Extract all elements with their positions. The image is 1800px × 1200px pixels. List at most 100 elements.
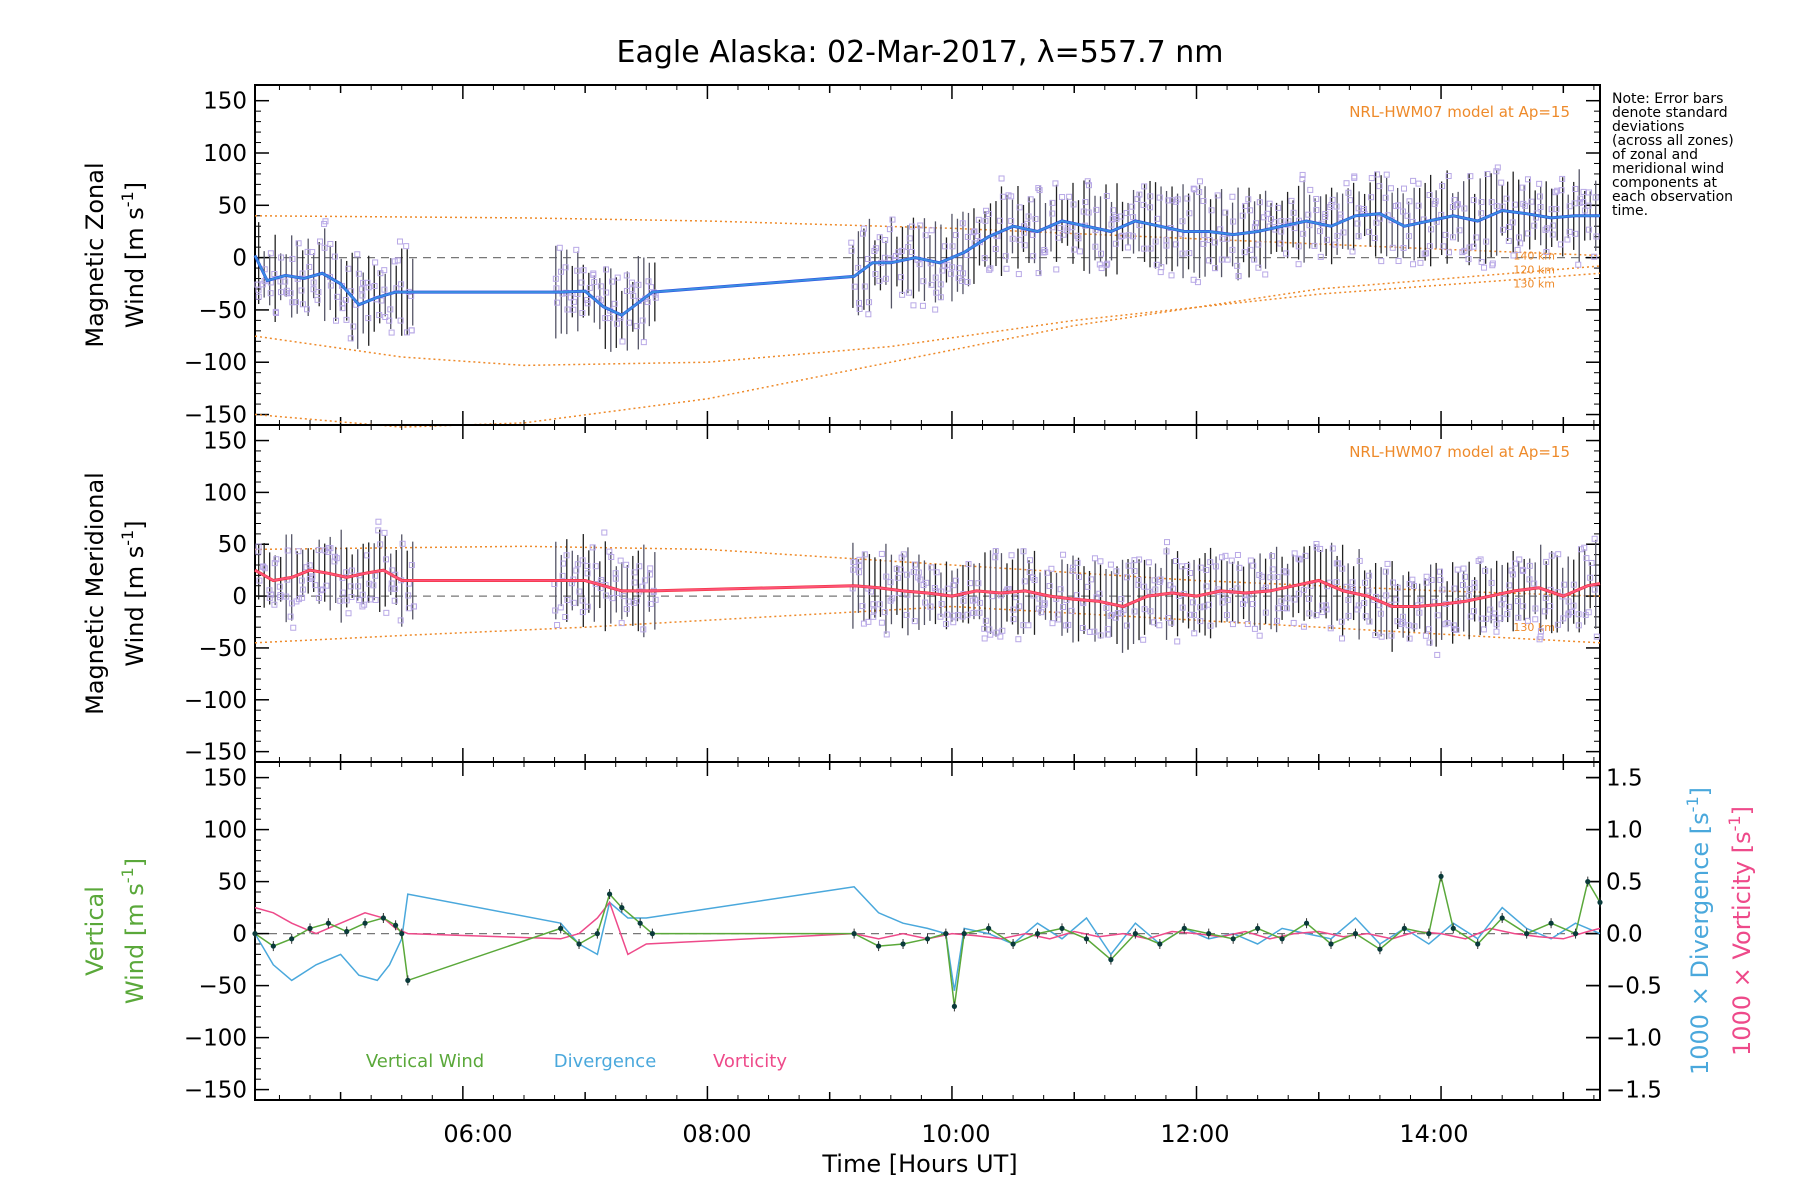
scatter-point [260,563,267,570]
vertical-wind-point [399,931,405,937]
scatter-point [1489,260,1496,267]
scatter-point [1200,197,1207,204]
scatter-point [897,566,904,573]
scatter-point [295,548,302,555]
scatter-point [1245,196,1252,203]
scatter-point [1026,557,1033,564]
scatter-point [975,580,982,587]
scatter-point [1532,616,1539,623]
scatter-point [590,271,597,278]
scatter-point [592,563,599,570]
scatter-point [859,230,866,237]
scatter-point [1059,604,1066,611]
vertical-wind-point [558,925,564,932]
scatter-point [1376,183,1383,190]
scatter-point [1333,579,1340,586]
scatter-point [1027,196,1034,203]
y-axis-label-part: Wind [m s [121,207,149,328]
scatter-point [931,585,938,592]
scatter-point [1112,213,1119,220]
scatter-point [309,574,316,581]
scatter-point [1382,194,1389,201]
x-tick-label: 10:00 [921,1120,990,1148]
scatter-point [641,577,648,584]
scatter-point [552,607,559,614]
scatter-point [602,592,609,599]
scatter-point [1048,565,1055,572]
scatter-point [554,622,561,629]
scatter-point [941,243,948,250]
vertical-wind-point [380,915,386,921]
scatter-point [895,249,902,256]
scatter-point [1437,576,1444,583]
scatter-point [1456,227,1463,234]
scatter-point [1247,557,1254,564]
scatter-point [1179,218,1186,225]
scatter-point [1343,583,1350,590]
scatter-point [1593,633,1600,640]
scatter-point [1406,198,1413,205]
scatter-point [1013,594,1020,601]
vertical-wind-point [405,977,411,984]
scatter-point [1224,596,1231,603]
scatter-point [381,529,388,536]
scatter-point [967,580,974,587]
vertical-wind-point [1328,941,1334,947]
vertical-wind-point [1352,931,1359,937]
scatter-point [1571,200,1578,207]
scatter-point [355,270,362,277]
note-line: components at [1612,175,1718,191]
scatter-point [1505,237,1512,244]
scatter-point [327,240,334,247]
scatter-point [1103,262,1110,269]
note-line: each observation [1612,189,1733,205]
scatter-point [1366,618,1373,625]
scatter-point [560,560,567,567]
scatter-point [1514,246,1521,253]
y-axis-label-part: ] [121,520,149,529]
scatter-point [1592,194,1599,201]
scatter-point [372,572,379,579]
scatter-point [928,564,935,571]
scatter-point [620,593,627,600]
scatter-point [1041,601,1048,608]
scatter-point [898,274,905,281]
meridional-wind-panel: 150 100 50 0 −50 −100 −150 Magnetic Meridional W… [81,424,1601,766]
scatter-point [1439,586,1446,593]
legend-entry: Vertical Wind [366,1051,484,1072]
scatter-point [1141,183,1148,190]
scatter-point [959,220,966,227]
scatter-point [1543,558,1550,565]
scatter-point [1296,556,1303,563]
scatter-point [1074,559,1081,566]
scatter-point [298,287,305,294]
scatter-point [408,562,415,569]
scatter-point [266,594,273,601]
vertical-wind-point [1181,925,1187,932]
scatter-point [878,619,885,626]
vertical-wind-point [1499,915,1505,921]
scatter-point [1186,611,1193,618]
scatter-point [1564,236,1571,243]
scatter-point [856,569,863,576]
scatter-point [645,278,652,285]
scatter-point [904,571,911,578]
scatter-point [1228,557,1235,564]
x-axis-label: Time [Hours UT] [821,1150,1017,1178]
scatter-point [1362,613,1369,620]
y-axis-label: Magnetic Meridional [81,472,109,715]
scatter-point [1103,193,1110,200]
scatter-point [375,518,382,525]
scatter-point [295,240,302,247]
scatter-point [1147,245,1154,252]
scatter-point [1088,576,1095,583]
scatter-point [309,249,316,256]
scatter-point [949,264,956,271]
scatter-point [866,299,873,306]
y-tick-label: −150 [184,403,247,429]
scatter-point [359,603,366,610]
scatter-point [1278,598,1285,605]
scatter-point [865,618,872,625]
scatter-point [1549,222,1556,229]
